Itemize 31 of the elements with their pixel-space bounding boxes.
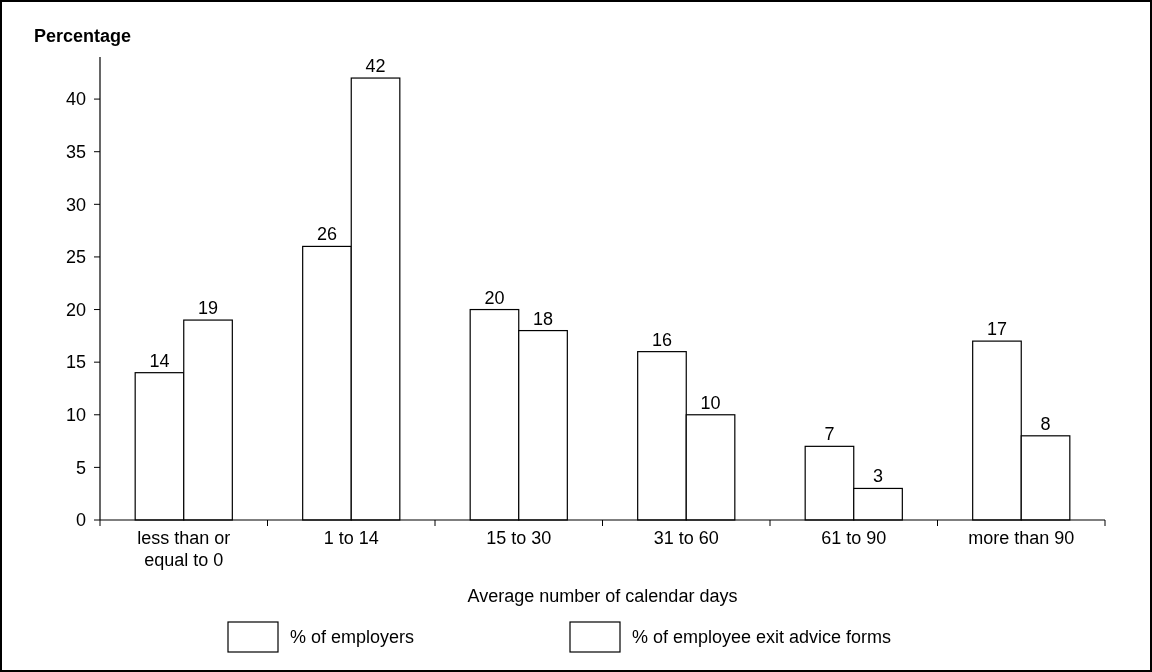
x-tick-label: 15 to 30 bbox=[486, 528, 552, 548]
data-label: 3 bbox=[873, 466, 884, 487]
data-label: 20 bbox=[484, 287, 505, 308]
x-tick-label: 61 to 90 bbox=[821, 528, 887, 548]
data-label: 14 bbox=[149, 350, 170, 371]
y-tick-label: 10 bbox=[65, 405, 86, 426]
y-tick-label: 35 bbox=[65, 142, 86, 162]
data-label: 17 bbox=[986, 319, 1007, 340]
data-label: 19 bbox=[198, 298, 219, 319]
y-axis-title: Percentage bbox=[34, 26, 132, 46]
y-tick-label: 25 bbox=[65, 247, 86, 268]
x-axis-title: Average number of calendar days bbox=[467, 586, 738, 606]
data-label: 8 bbox=[1040, 413, 1051, 434]
legend-label: % of employee exit advice forms bbox=[632, 627, 892, 648]
x-tick-label: less than or equal to 0 bbox=[137, 528, 231, 570]
data-label: 42 bbox=[365, 56, 386, 77]
y-tick-label: 40 bbox=[65, 89, 86, 110]
data-label: 26 bbox=[316, 224, 337, 245]
data-label: 18 bbox=[533, 308, 554, 329]
x-tick-label: 1 to 14 bbox=[323, 528, 379, 548]
y-tick-label: 20 bbox=[65, 299, 86, 320]
x-tick-label: more than 90 bbox=[968, 528, 1075, 548]
y-tick-label: 0 bbox=[75, 510, 86, 531]
y-tick-label: 15 bbox=[65, 352, 86, 373]
data-label: 16 bbox=[651, 329, 672, 350]
x-tick-label: 31 to 60 bbox=[653, 528, 719, 548]
data-label: 10 bbox=[700, 392, 721, 413]
y-tick-label: 30 bbox=[65, 194, 86, 215]
data-label: 7 bbox=[824, 424, 835, 445]
y-tick-label: 5 bbox=[75, 457, 86, 478]
legend-label: % of employers bbox=[290, 627, 415, 648]
